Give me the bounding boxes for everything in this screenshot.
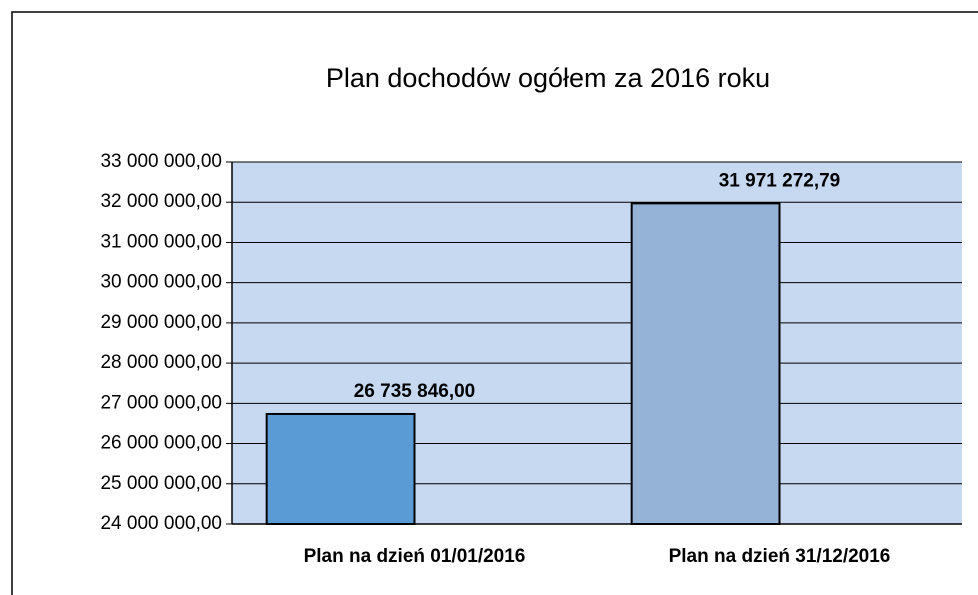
y-tick-label: 26 000 000,00: [100, 433, 222, 454]
x-tick-label: Plan na dzień 01/01/2016: [304, 546, 526, 567]
y-tick-label: 27 000 000,00: [100, 392, 222, 413]
y-tick-label: 30 000 000,00: [100, 272, 222, 293]
data-label: 31 971 272,79: [719, 170, 841, 191]
bar: [630, 202, 781, 526]
y-tick-label: 29 000 000,00: [100, 312, 222, 333]
x-tick-label: Plan na dzień 31/12/2016: [669, 546, 891, 567]
y-tick-label: 24 000 000,00: [100, 513, 222, 534]
y-tick-label: 25 000 000,00: [100, 473, 222, 494]
bar: [265, 412, 416, 525]
chart-title: Plan dochodów ogółem za 2016 roku: [326, 63, 770, 93]
data-label: 26 735 846,00: [354, 381, 476, 402]
y-tick-label: 32 000 000,00: [100, 191, 222, 212]
y-tick-label: 31 000 000,00: [100, 231, 222, 252]
y-tick-label: 33 000 000,00: [100, 151, 222, 172]
y-tick-label: 28 000 000,00: [100, 352, 222, 373]
